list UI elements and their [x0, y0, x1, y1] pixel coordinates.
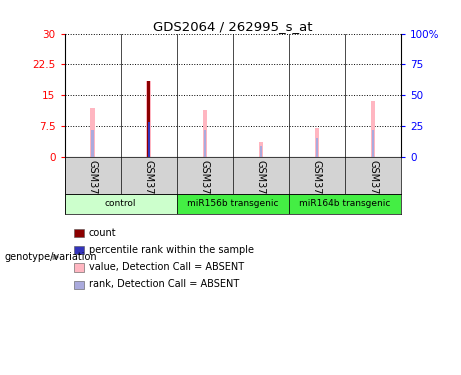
Bar: [147, 81, 151, 157]
Text: GSM37644: GSM37644: [368, 160, 378, 213]
Bar: [259, 142, 263, 157]
Text: control: control: [105, 200, 136, 208]
Text: value, Detection Call = ABSENT: value, Detection Call = ABSENT: [89, 262, 243, 272]
Bar: [148, 122, 150, 157]
Text: miR164b transgenic: miR164b transgenic: [299, 200, 390, 208]
Text: percentile rank within the sample: percentile rank within the sample: [89, 245, 254, 255]
Bar: [90, 108, 95, 157]
Bar: [260, 146, 262, 157]
Text: GSM37643: GSM37643: [312, 160, 322, 213]
Bar: [148, 122, 150, 157]
Text: GSM37642: GSM37642: [256, 160, 266, 213]
Bar: [177, 194, 289, 214]
Bar: [65, 194, 177, 214]
Bar: [91, 130, 94, 157]
Bar: [316, 138, 318, 157]
Text: GSM37641: GSM37641: [200, 160, 210, 213]
Bar: [147, 81, 150, 157]
Title: GDS2064 / 262995_s_at: GDS2064 / 262995_s_at: [153, 20, 313, 33]
Bar: [371, 101, 375, 157]
Text: miR156b transgenic: miR156b transgenic: [187, 200, 278, 208]
Bar: [315, 128, 319, 157]
Text: rank, Detection Call = ABSENT: rank, Detection Call = ABSENT: [89, 279, 239, 289]
Text: GSM37640: GSM37640: [144, 160, 154, 213]
Bar: [204, 130, 206, 157]
Bar: [202, 110, 207, 157]
Bar: [289, 194, 401, 214]
Bar: [372, 130, 374, 157]
Text: GSM37639: GSM37639: [88, 160, 98, 213]
Text: count: count: [89, 228, 116, 237]
Text: genotype/variation: genotype/variation: [5, 252, 97, 262]
